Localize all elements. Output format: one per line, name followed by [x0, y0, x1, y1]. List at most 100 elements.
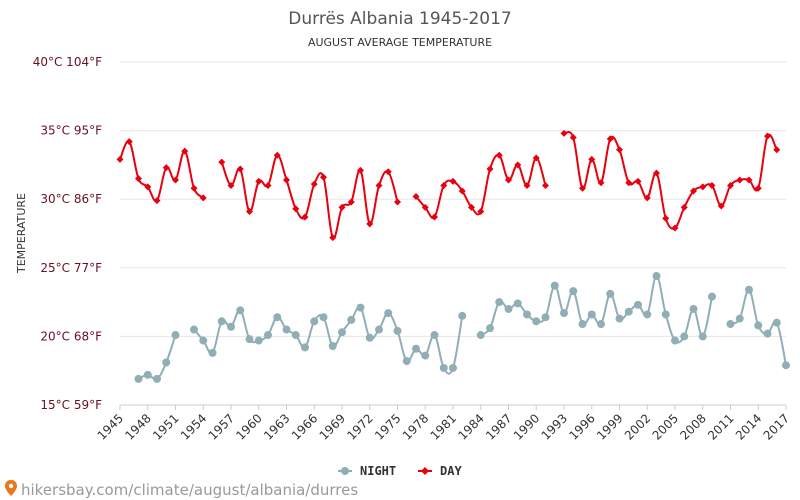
day-point[interactable] — [301, 213, 309, 221]
night-point[interactable] — [199, 336, 208, 345]
night-point[interactable] — [513, 299, 522, 308]
day-point[interactable] — [357, 166, 364, 174]
night-point[interactable] — [597, 320, 605, 329]
night-point[interactable] — [606, 289, 615, 298]
night-point[interactable] — [328, 342, 337, 351]
night-point[interactable] — [227, 322, 235, 331]
day-point[interactable] — [116, 155, 124, 163]
night-point[interactable] — [661, 310, 670, 319]
day-point[interactable] — [347, 198, 355, 206]
night-point[interactable] — [726, 320, 735, 329]
night-point[interactable] — [384, 309, 393, 318]
night-point[interactable] — [264, 331, 272, 340]
day-point[interactable] — [283, 176, 290, 184]
day-point[interactable] — [227, 181, 235, 189]
night-point[interactable] — [153, 374, 161, 383]
night-point[interactable] — [523, 310, 531, 319]
day-point[interactable] — [579, 184, 586, 192]
night-point[interactable] — [689, 304, 698, 313]
night-point[interactable] — [439, 363, 448, 372]
night-point[interactable] — [652, 272, 661, 281]
day-point[interactable] — [773, 146, 781, 154]
night-point[interactable] — [671, 336, 679, 345]
day-point[interactable] — [375, 181, 383, 189]
day-point[interactable] — [236, 165, 244, 173]
day-point[interactable] — [431, 213, 438, 221]
night-point[interactable] — [301, 343, 309, 352]
day-point[interactable] — [625, 179, 633, 187]
day-point[interactable] — [653, 169, 660, 177]
night-point[interactable] — [338, 328, 346, 337]
night-point[interactable] — [698, 332, 707, 341]
day-point[interactable] — [505, 176, 512, 184]
day-point[interactable] — [680, 203, 688, 211]
night-point[interactable] — [735, 314, 744, 323]
day-point[interactable] — [569, 133, 577, 141]
night-point[interactable] — [430, 331, 439, 340]
day-point[interactable] — [495, 151, 503, 159]
day-point[interactable] — [597, 179, 605, 187]
night-point[interactable] — [254, 336, 263, 345]
day-point[interactable] — [736, 176, 744, 184]
night-point[interactable] — [569, 287, 578, 296]
night-point[interactable] — [393, 326, 402, 335]
day-point[interactable] — [412, 192, 420, 200]
legend-item-day[interactable]: DAY — [418, 464, 462, 478]
day-point[interactable] — [690, 187, 697, 195]
night-point[interactable] — [217, 317, 226, 326]
day-point[interactable] — [449, 177, 457, 185]
day-point[interactable] — [523, 181, 531, 189]
day-point[interactable] — [643, 194, 651, 202]
night-point[interactable] — [560, 309, 568, 318]
night-point[interactable] — [245, 335, 254, 344]
day-point[interactable] — [273, 151, 281, 159]
day-point[interactable] — [135, 175, 142, 183]
night-point[interactable] — [375, 325, 383, 334]
day-point[interactable] — [662, 214, 670, 222]
day-point[interactable] — [532, 154, 540, 162]
night-point[interactable] — [347, 315, 356, 324]
day-point[interactable] — [606, 135, 614, 143]
day-point[interactable] — [560, 129, 568, 137]
night-point[interactable] — [190, 325, 198, 334]
night-point[interactable] — [587, 310, 596, 319]
night-point[interactable] — [624, 307, 633, 316]
source-footer[interactable]: hikersbay.com/climate/august/albania/dur… — [5, 480, 358, 499]
day-point[interactable] — [218, 158, 226, 166]
day-point[interactable] — [486, 165, 494, 173]
day-point[interactable] — [320, 173, 327, 181]
day-point[interactable] — [727, 181, 734, 189]
day-point[interactable] — [246, 208, 253, 216]
day-point[interactable] — [717, 202, 725, 210]
night-point[interactable] — [236, 306, 245, 315]
night-point[interactable] — [476, 331, 485, 340]
day-point[interactable] — [514, 161, 522, 169]
night-point[interactable] — [356, 303, 365, 312]
night-point[interactable] — [310, 317, 319, 326]
night-point[interactable] — [449, 363, 457, 372]
night-point[interactable] — [421, 351, 430, 360]
day-point[interactable] — [477, 208, 485, 216]
day-point[interactable] — [310, 180, 318, 188]
night-point[interactable] — [708, 292, 716, 301]
day-point[interactable] — [181, 147, 189, 155]
day-point[interactable] — [458, 187, 466, 195]
night-point[interactable] — [541, 313, 550, 322]
day-point[interactable] — [754, 184, 762, 192]
day-point[interactable] — [588, 155, 596, 163]
night-point[interactable] — [171, 331, 180, 340]
night-point[interactable] — [763, 329, 772, 338]
night-point[interactable] — [143, 370, 152, 379]
night-point[interactable] — [615, 314, 624, 323]
night-point[interactable] — [495, 298, 504, 307]
night-point[interactable] — [291, 331, 300, 340]
night-point[interactable] — [486, 324, 494, 333]
day-point[interactable] — [264, 181, 272, 189]
source-link[interactable]: hikersbay.com/climate/august/albania/dur… — [21, 481, 358, 499]
night-point[interactable] — [680, 332, 689, 341]
day-point[interactable] — [338, 203, 346, 211]
night-point[interactable] — [550, 281, 559, 290]
day-point[interactable] — [671, 224, 679, 232]
day-point[interactable] — [421, 203, 429, 211]
night-point[interactable] — [754, 321, 763, 330]
